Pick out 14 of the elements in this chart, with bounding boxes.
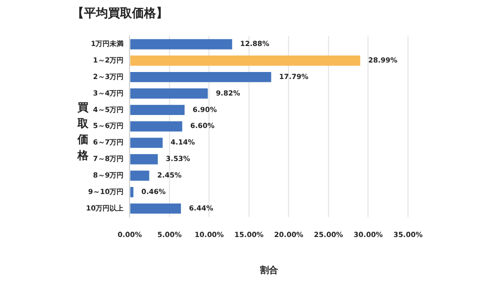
bar: [130, 104, 185, 116]
bar: [130, 170, 150, 181]
bar: [130, 203, 181, 214]
x-axis-title: 割合: [258, 264, 279, 276]
bar: [130, 138, 163, 148]
y-axis-title: 買取価格: [76, 100, 90, 164]
bar: [130, 72, 272, 82]
bar: [130, 88, 208, 99]
bar: [130, 154, 158, 164]
bar: [130, 121, 182, 132]
bar: [130, 56, 360, 66]
bar: [130, 39, 232, 50]
chart-title: 【平均買取価格】: [72, 5, 168, 22]
bar: [130, 187, 134, 198]
